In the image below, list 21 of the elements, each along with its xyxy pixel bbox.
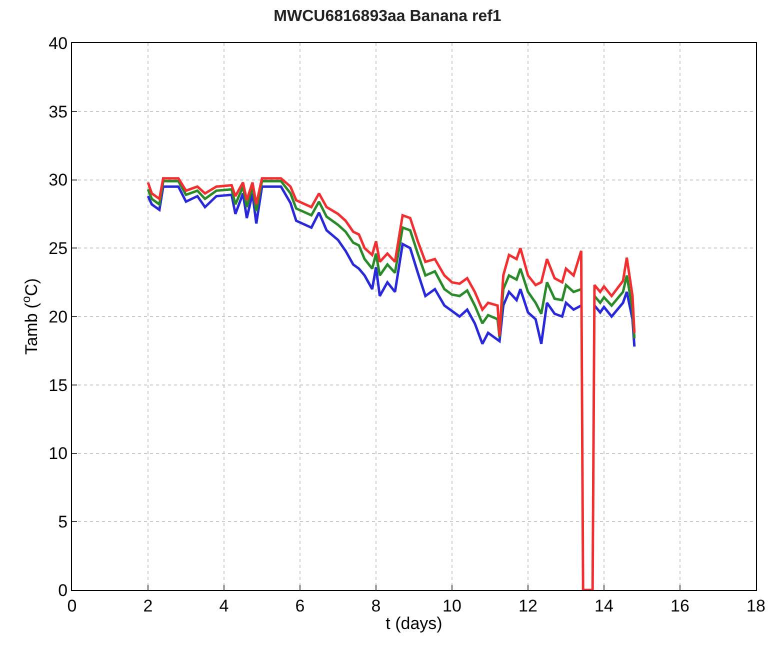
y-tick-label: 30	[48, 170, 68, 190]
chart-title: MWCU6816893aa Banana ref1	[274, 8, 502, 25]
x-axis-title: t (days)	[386, 614, 442, 633]
y-tick-label: 10	[48, 444, 68, 464]
x-tick-label: 16	[670, 596, 690, 616]
y-tick-label: 35	[48, 102, 68, 122]
y-tick-label: 0	[58, 580, 68, 600]
y-tick-label: 15	[48, 376, 68, 395]
x-tick-label: 2	[143, 596, 153, 616]
y-tick-label: 25	[48, 239, 68, 258]
x-tick-label: 4	[219, 596, 229, 616]
x-tick-label: 18	[746, 596, 766, 616]
x-tick-label: 14	[594, 596, 614, 616]
y-tick-label: 20	[48, 307, 68, 326]
y-tick-label: 5	[58, 512, 68, 532]
y-tick-label: 40	[48, 34, 68, 53]
x-tick-label: 6	[295, 596, 305, 616]
x-tick-label: 8	[371, 596, 381, 616]
x-tick-label: 10	[442, 596, 462, 616]
line-series	[146, 177, 636, 590]
x-tick-label: 12	[518, 596, 538, 616]
